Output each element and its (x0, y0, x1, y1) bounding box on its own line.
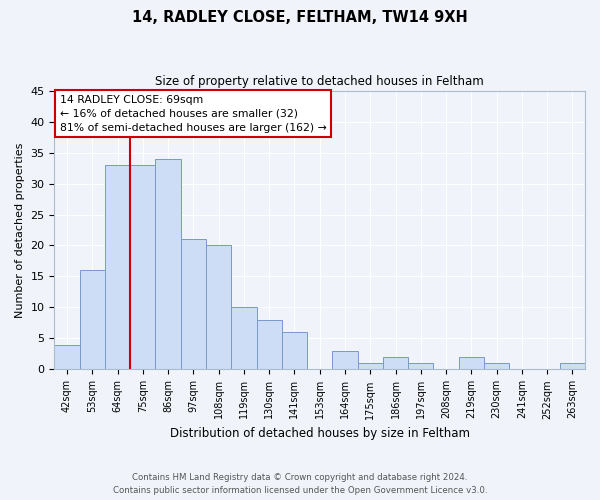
X-axis label: Distribution of detached houses by size in Feltham: Distribution of detached houses by size … (170, 427, 470, 440)
Bar (282, 332, 307, 370)
Title: Size of property relative to detached houses in Feltham: Size of property relative to detached ho… (155, 75, 484, 88)
Bar (560, 363, 585, 370)
Bar (231, 308, 257, 370)
Bar (332, 351, 358, 370)
Bar (358, 363, 383, 370)
Bar (181, 240, 206, 370)
Bar (155, 158, 181, 370)
Bar (383, 357, 408, 370)
Bar (206, 246, 231, 370)
Bar (130, 165, 155, 370)
Bar (257, 320, 282, 370)
Bar (80, 270, 105, 370)
Bar (408, 363, 433, 370)
Bar (105, 165, 130, 370)
Y-axis label: Number of detached properties: Number of detached properties (15, 142, 25, 318)
Text: Contains HM Land Registry data © Crown copyright and database right 2024.
Contai: Contains HM Land Registry data © Crown c… (113, 474, 487, 495)
Bar (484, 363, 509, 370)
Bar (55, 344, 80, 370)
Text: 14, RADLEY CLOSE, FELTHAM, TW14 9XH: 14, RADLEY CLOSE, FELTHAM, TW14 9XH (132, 10, 468, 25)
Text: 14 RADLEY CLOSE: 69sqm
← 16% of detached houses are smaller (32)
81% of semi-det: 14 RADLEY CLOSE: 69sqm ← 16% of detached… (60, 94, 326, 132)
Bar (458, 357, 484, 370)
